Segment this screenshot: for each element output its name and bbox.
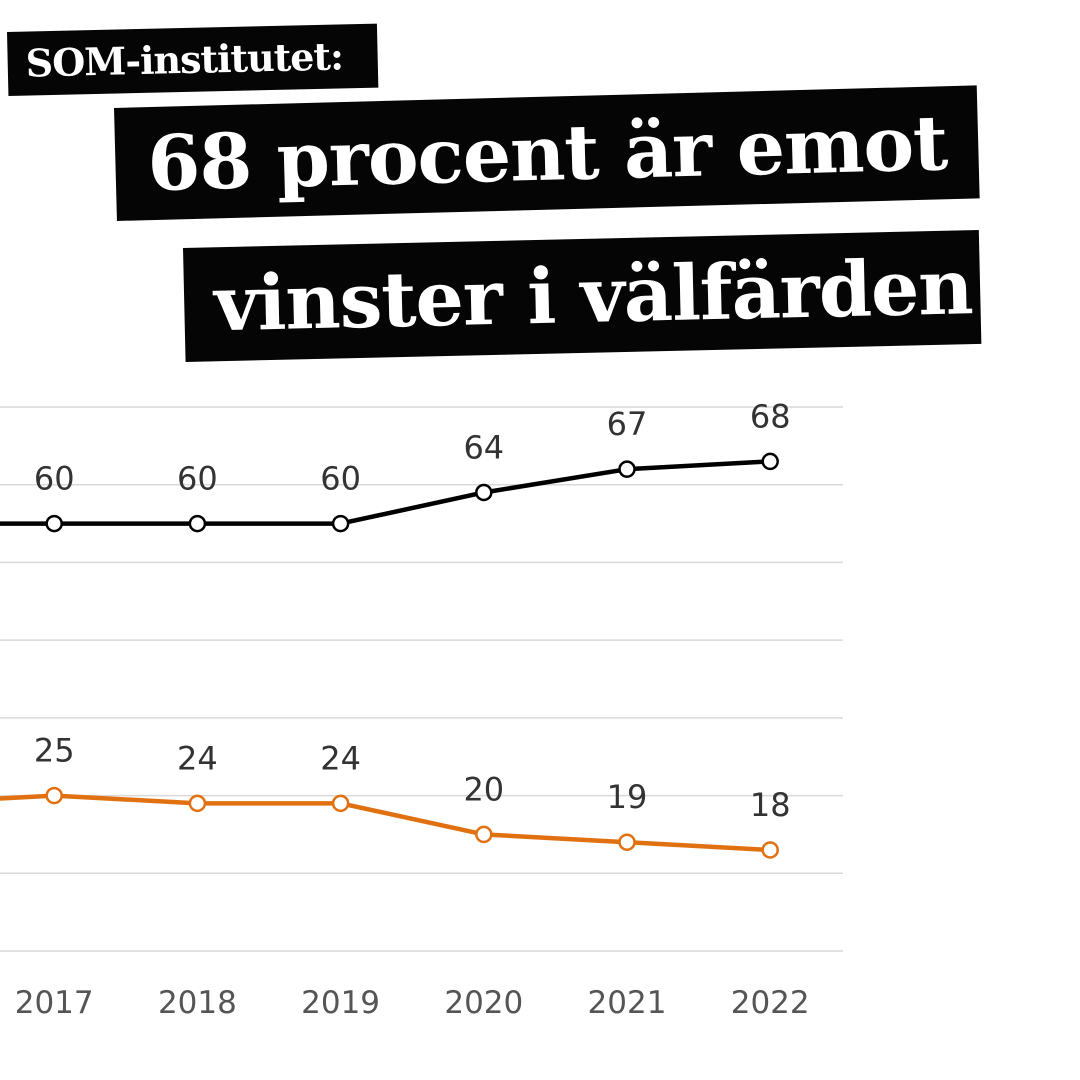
gridlines bbox=[0, 406, 843, 952]
data-label: 19 bbox=[607, 778, 648, 816]
x-tick-label: 2017 bbox=[15, 985, 94, 1021]
data-point bbox=[761, 452, 779, 471]
x-tick-label: 2021 bbox=[588, 985, 667, 1021]
data-label: 20 bbox=[463, 770, 504, 808]
data-label: 24 bbox=[320, 739, 361, 777]
data-label: 67 bbox=[607, 405, 648, 443]
headline-banner-2: vinster i välfärden bbox=[183, 229, 982, 362]
series-line-1 bbox=[0, 459, 771, 526]
x-tick-label: 2018 bbox=[158, 985, 237, 1021]
data-label: 60 bbox=[177, 460, 218, 498]
data-label: 18 bbox=[750, 786, 791, 824]
data-label: 64 bbox=[463, 428, 504, 466]
data-point bbox=[45, 786, 63, 805]
data-point bbox=[331, 514, 350, 533]
data-label: 25 bbox=[34, 732, 75, 770]
data-point bbox=[761, 841, 779, 859]
x-axis-tick-labels: 2017 2018 2019 2020 2021 2022 bbox=[15, 985, 810, 1021]
x-tick-label: 2019 bbox=[301, 985, 380, 1021]
data-point bbox=[45, 514, 63, 533]
headline-banner-1: 68 procent är emot bbox=[114, 85, 980, 221]
headline-line-1: 68 procent är emot bbox=[146, 98, 949, 209]
data-point bbox=[188, 794, 207, 813]
series-line-2 bbox=[0, 793, 771, 853]
series-lines bbox=[0, 459, 771, 853]
data-point bbox=[475, 825, 493, 844]
x-tick-label: 2022 bbox=[731, 985, 810, 1021]
data-point bbox=[618, 460, 636, 478]
headline-line-2: vinster i välfärden bbox=[213, 242, 974, 349]
data-points bbox=[45, 452, 779, 859]
data-point bbox=[618, 833, 636, 851]
x-tick-label: 2020 bbox=[444, 985, 523, 1021]
data-label: 68 bbox=[750, 397, 791, 435]
data-point bbox=[188, 514, 207, 533]
data-point bbox=[475, 483, 493, 502]
data-point bbox=[331, 794, 350, 813]
data-label: 24 bbox=[177, 739, 218, 777]
data-label: 60 bbox=[34, 460, 75, 498]
source-banner: SOM-institutet: bbox=[7, 23, 379, 96]
data-label: 60 bbox=[320, 460, 361, 498]
source-label: SOM-institutet: bbox=[25, 33, 344, 86]
data-labels: 60 60 60 64 67 68 25 24 24 20 19 18 bbox=[34, 397, 791, 824]
